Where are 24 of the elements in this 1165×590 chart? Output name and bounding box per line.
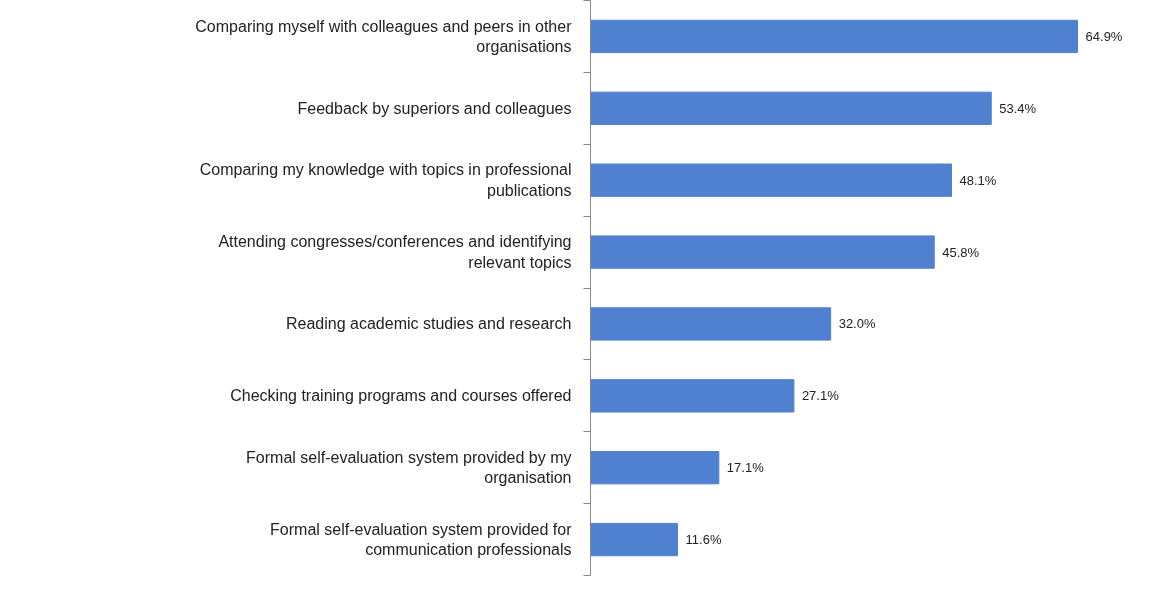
y-tick-label: Reading academic studies and research [286,315,572,333]
data-label: 64.9% [1085,28,1123,44]
data-label: 48.1% [959,172,997,188]
data-label: 27.1% [801,388,840,404]
y-tick-label: Formal self-evaluation system provided by my organisation [246,448,572,487]
y-tick-label: Comparing myself with colleagues and peers in other organisations [195,17,573,56]
data-label: 32.0% [838,316,876,332]
y-tick-label: Attending congresses/conferences and identifying relevant topics [218,233,572,271]
data-label: 11.6% [685,532,722,548]
bar [590,379,795,413]
data-label: 53.4% [999,100,1037,116]
bar [590,307,832,341]
y-tick-label: Feedback by superiors and colleagues [297,99,572,117]
y-tick-label: Checking training programs and courses offered [230,387,572,405]
bar [590,235,935,269]
bar [590,91,992,125]
bar [590,163,952,197]
data-label: 17.1% [726,460,765,476]
y-tick-label: Formal self-evaluation system provided for communication professionals [270,520,573,559]
bar [590,522,679,557]
bar [590,451,720,485]
y-tick-label: Comparing my knowledge with topics in professional publications [199,161,572,199]
bar [590,19,1079,54]
data-label: 45.8% [942,244,980,260]
